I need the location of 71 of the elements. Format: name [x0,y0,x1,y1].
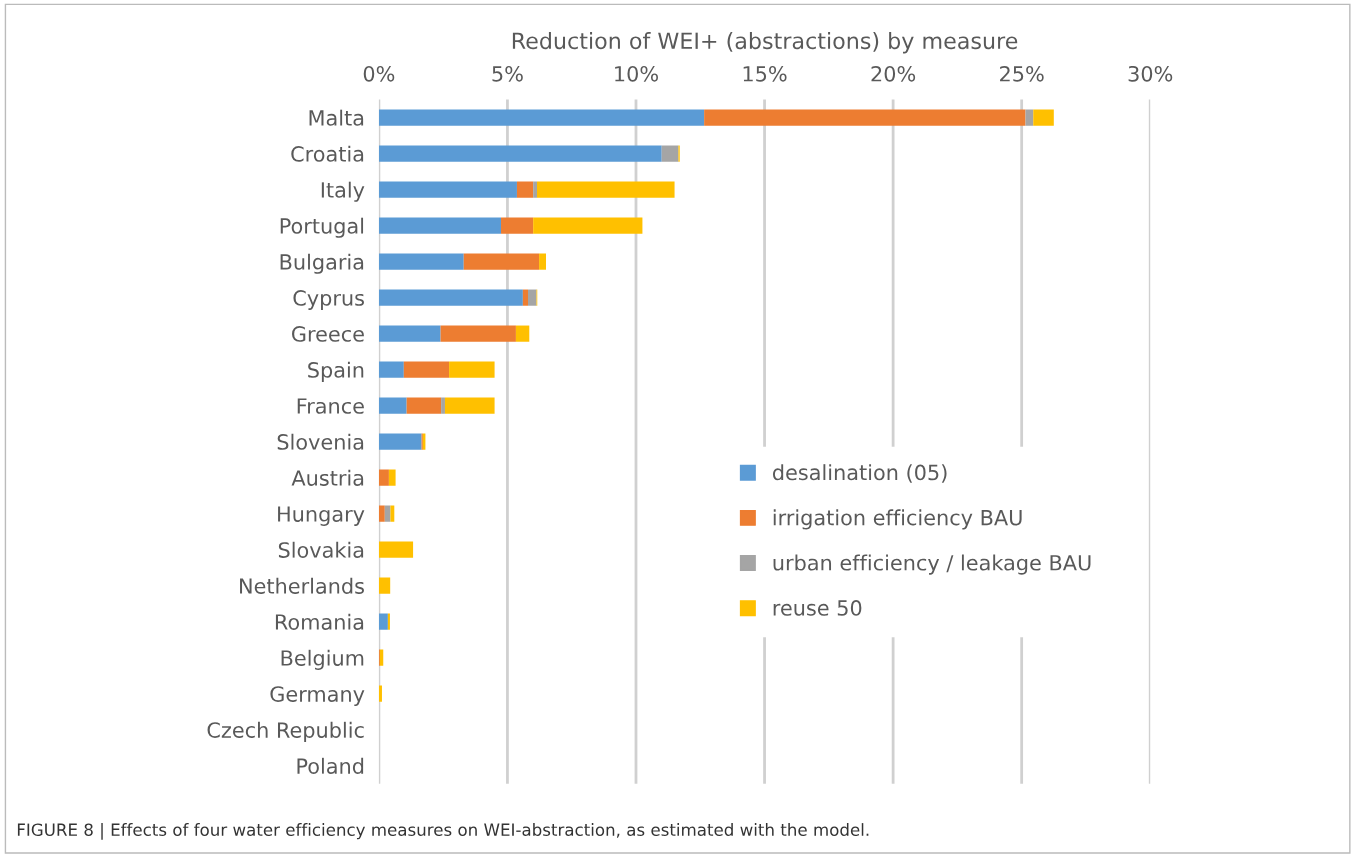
bar [378,577,391,594]
bar [539,253,547,270]
bar [378,505,385,522]
bar [441,397,445,414]
bar [378,541,414,558]
bar [378,361,404,378]
y-tick-label: Slovakia [278,541,364,558]
y-tick-label: Malta [309,109,364,126]
bar [533,217,643,234]
legend-label: desalination (05) [772,464,947,483]
x-tick-label: 25% [1000,65,1044,82]
y-tick-label: Belgium [281,649,364,670]
bar [440,325,516,342]
y-tick-label: Hungary [278,506,365,526]
bar [388,469,396,486]
x-axis-title: Reduction of WEI+ (abstractions) by measure [512,31,1018,54]
x-tick-label: 0% [363,65,395,82]
legend-label: reuse 50 [773,600,862,616]
y-tick-label: Poland [297,757,364,774]
y-tick-label: France [297,398,364,414]
bar [387,613,390,630]
x-tick-label: 15% [743,65,787,82]
x-tick-label: 20% [871,65,916,82]
bar [378,433,422,450]
bar [378,145,662,162]
bar [378,685,382,702]
bar [378,109,705,126]
x-tick-label: 5% [492,65,523,82]
bar [378,613,388,630]
bar [444,397,495,414]
bar [528,289,537,306]
y-tick-label: Germany [270,686,365,706]
bar [515,325,530,342]
bar [516,181,534,198]
bar [661,145,679,162]
y-tick-label: Romania [275,613,364,630]
bar [463,253,540,270]
y-tick-label: Netherlands [240,577,364,594]
bar [378,469,389,486]
legend-label: urban efficiency / leakage BAU [773,554,1091,575]
caption: FIGURE 8 | Effects of four water efficiency measures on WEI-abstraction, as estimated with the model. [17,823,869,840]
bar [406,397,442,414]
y-tick-label: Bulgaria [280,253,364,274]
bar [378,325,441,342]
bar [704,109,1026,126]
legend-label: irrigation efficiency BAU [773,509,1022,530]
bar [449,361,495,378]
bar [378,181,517,198]
bar [537,181,675,198]
bar [1025,109,1034,126]
y-tick-label: Italy [321,181,365,202]
y-tick-label: Portugal [280,217,364,238]
y-tick-label: Greece [292,326,364,342]
y-tick-label: Croatia [291,145,364,162]
bar [1033,109,1054,126]
bar [378,217,502,234]
y-tick-label: Czech Republic [207,721,364,742]
bar [378,397,407,414]
bar [378,253,464,270]
bar [522,289,529,306]
x-tick-label: 10% [615,65,658,82]
bar [403,361,450,378]
bar [501,217,534,234]
bar [378,289,523,306]
y-tick-label: Cyprus [293,290,364,310]
x-tick-label: 30% [1128,65,1173,82]
bar [533,181,538,198]
bar [390,505,395,522]
y-tick-label: Spain [308,361,364,382]
y-tick-label: Slovenia [277,433,364,450]
y-tick-label: Austria [291,469,364,486]
